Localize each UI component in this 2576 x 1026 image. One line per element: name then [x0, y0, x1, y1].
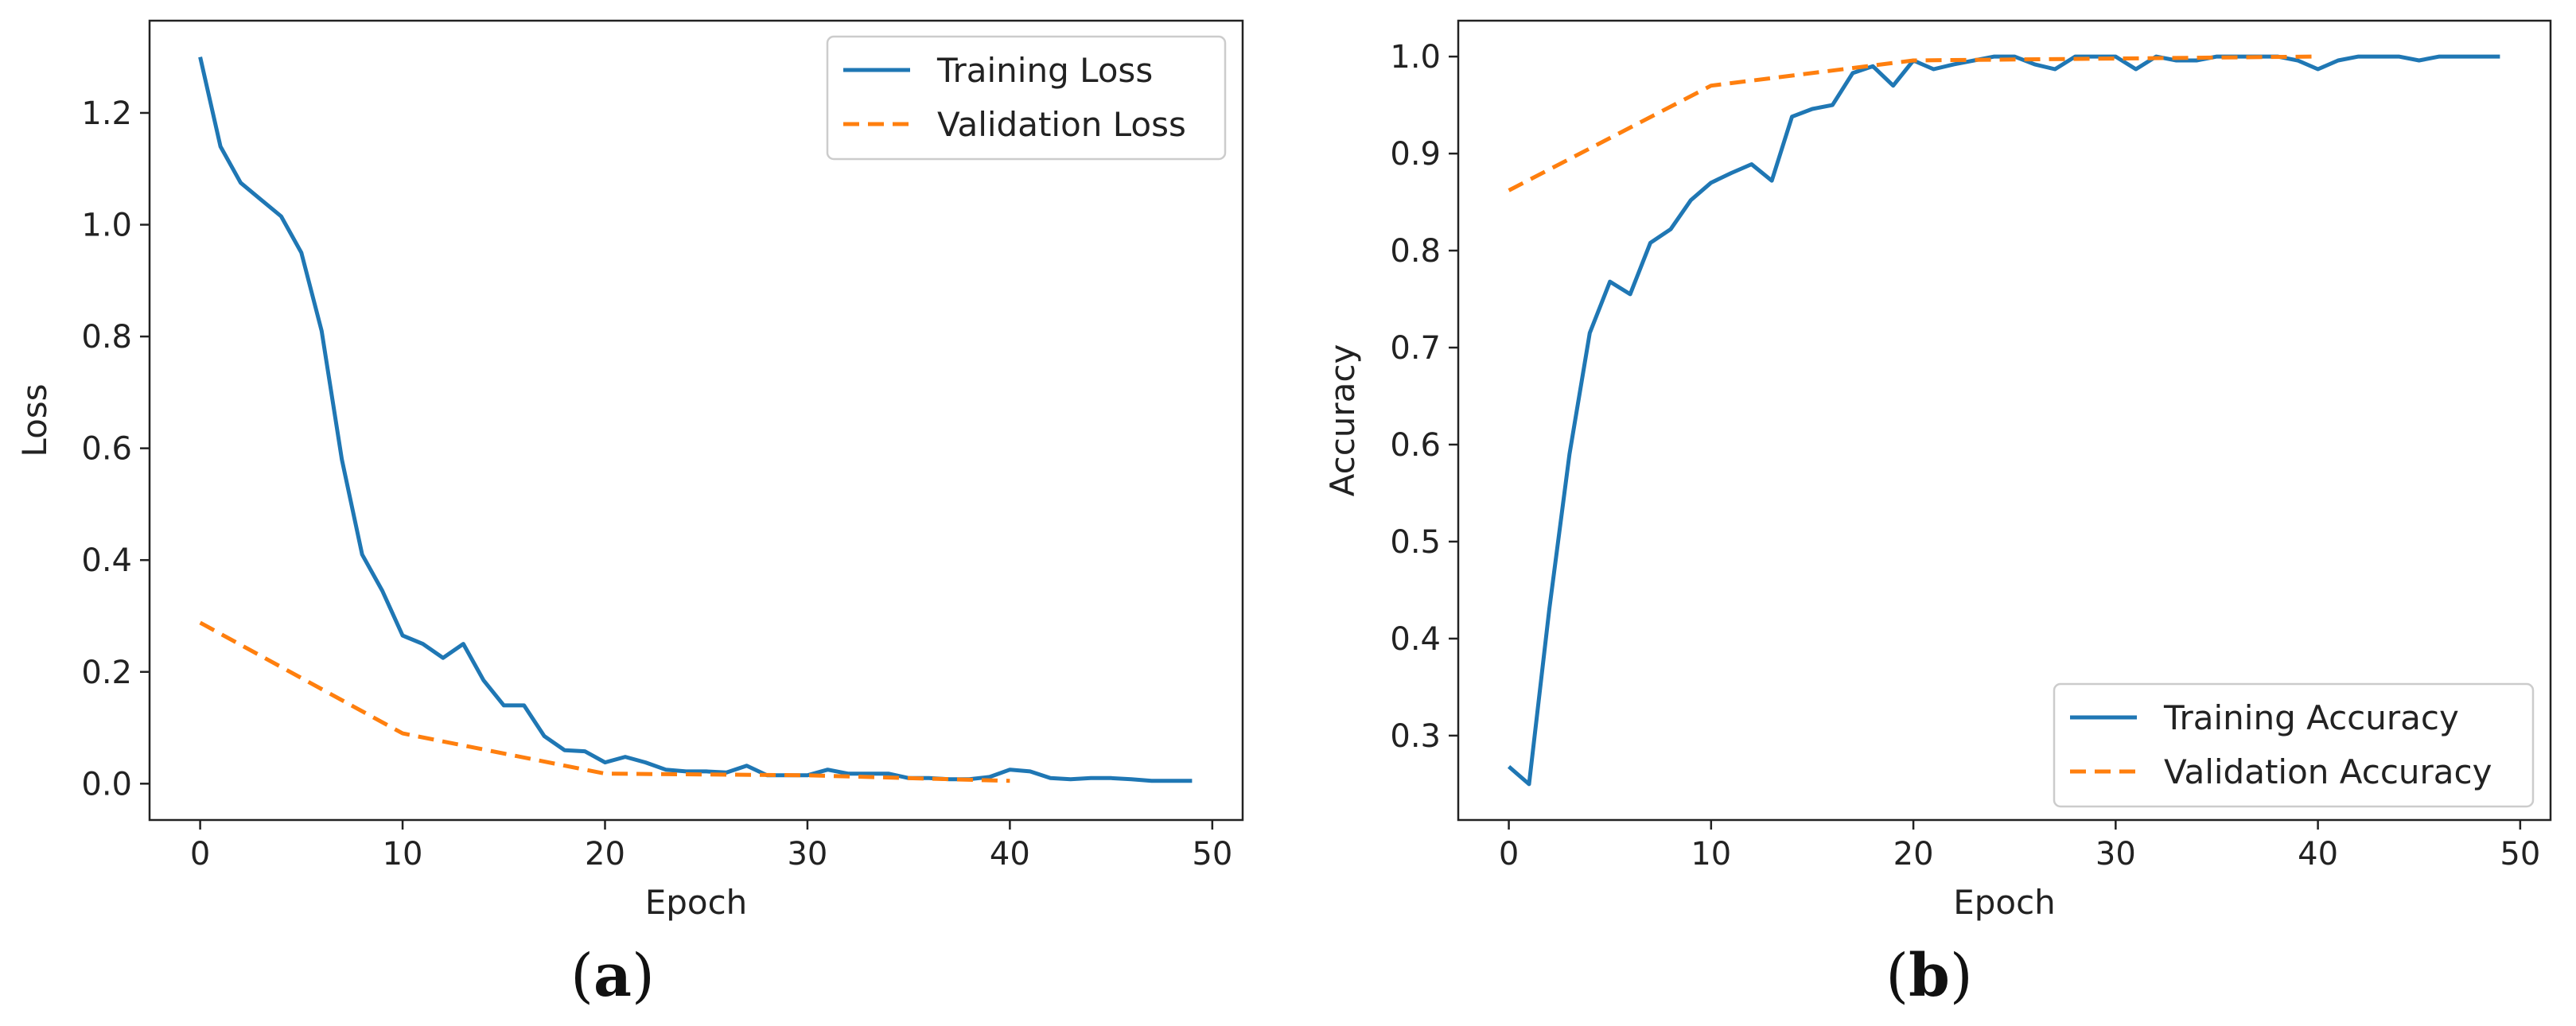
x-tick-label: 20 — [585, 836, 625, 872]
y-axis-label: Loss — [15, 383, 54, 457]
x-tick-label: 10 — [383, 836, 423, 872]
x-tick-label: 50 — [1192, 836, 1232, 872]
series-line-validation-accuracy — [1508, 54, 2318, 192]
series-line-validation-loss — [199, 620, 1010, 783]
y-axis-label: Accuracy — [1323, 344, 1362, 497]
legend: Training Loss Validation Loss — [826, 35, 1227, 161]
y-tick-label: 0.8 — [81, 319, 132, 356]
panel-caption-a: (a) — [570, 942, 655, 1010]
y-tick-label: 0.8 — [1390, 233, 1441, 270]
y-tick-label: 0.0 — [81, 766, 132, 803]
chart-panel-b: 0 10 20 30 40 50 0.3 0.4 0.5 0.6 0.7 0.8 0.9 1.0 Epoch… — [1323, 19, 2552, 1010]
x-tick-label: 0 — [190, 836, 210, 872]
y-tick-label: 1.2 — [81, 95, 132, 132]
legend: Training Accuracy Validation Accuracy — [2053, 682, 2535, 808]
x-tick-label: 10 — [1691, 836, 1731, 872]
series-line-training-accuracy — [1507, 54, 2500, 787]
chart-panel-a: 0 10 20 30 40 50 0.0 0.2 0.4 0.6 0.8 1.0 1.2 Epoch Los… — [15, 19, 1244, 1010]
y-tick-label: 0.9 — [1390, 136, 1441, 173]
y-tick-label: 0.6 — [81, 431, 132, 468]
legend-box — [826, 35, 1227, 161]
x-tick-label: 30 — [787, 836, 827, 872]
x-tick-label: 50 — [2500, 836, 2540, 872]
y-tick-label: 0.7 — [1390, 330, 1441, 367]
legend-box — [2053, 682, 2535, 808]
series-line-training-loss — [198, 56, 1193, 783]
y-tick-label: 1.0 — [81, 208, 132, 244]
y-tick-label: 0.2 — [81, 655, 132, 691]
legend-label: Training Loss — [936, 51, 1153, 90]
x-tick-label: 30 — [2095, 836, 2136, 872]
y-tick-label: 0.6 — [1390, 427, 1441, 464]
x-tick-label: 40 — [990, 836, 1030, 872]
x-tick-label: 0 — [1499, 836, 1519, 872]
axes-frame — [1457, 19, 2552, 822]
y-tick-label: 0.4 — [1390, 621, 1441, 658]
y-tick-label: 0.3 — [1390, 718, 1441, 755]
y-tick-label: 1.0 — [1390, 39, 1441, 76]
legend-label: Validation Accuracy — [2164, 752, 2492, 791]
x-tick-label: 40 — [2298, 836, 2338, 872]
y-tick-label: 0.5 — [1390, 524, 1441, 561]
x-tick-label: 20 — [1893, 836, 1934, 872]
legend-label: Training Accuracy — [2163, 698, 2459, 737]
legend-label: Validation Loss — [937, 105, 1186, 144]
y-tick-label: 0.4 — [81, 542, 132, 579]
panel-caption-b: (b) — [1885, 942, 1973, 1010]
axes-frame — [148, 19, 1244, 822]
x-axis-label: Epoch — [645, 883, 748, 922]
x-axis-label: Epoch — [1953, 883, 2056, 922]
